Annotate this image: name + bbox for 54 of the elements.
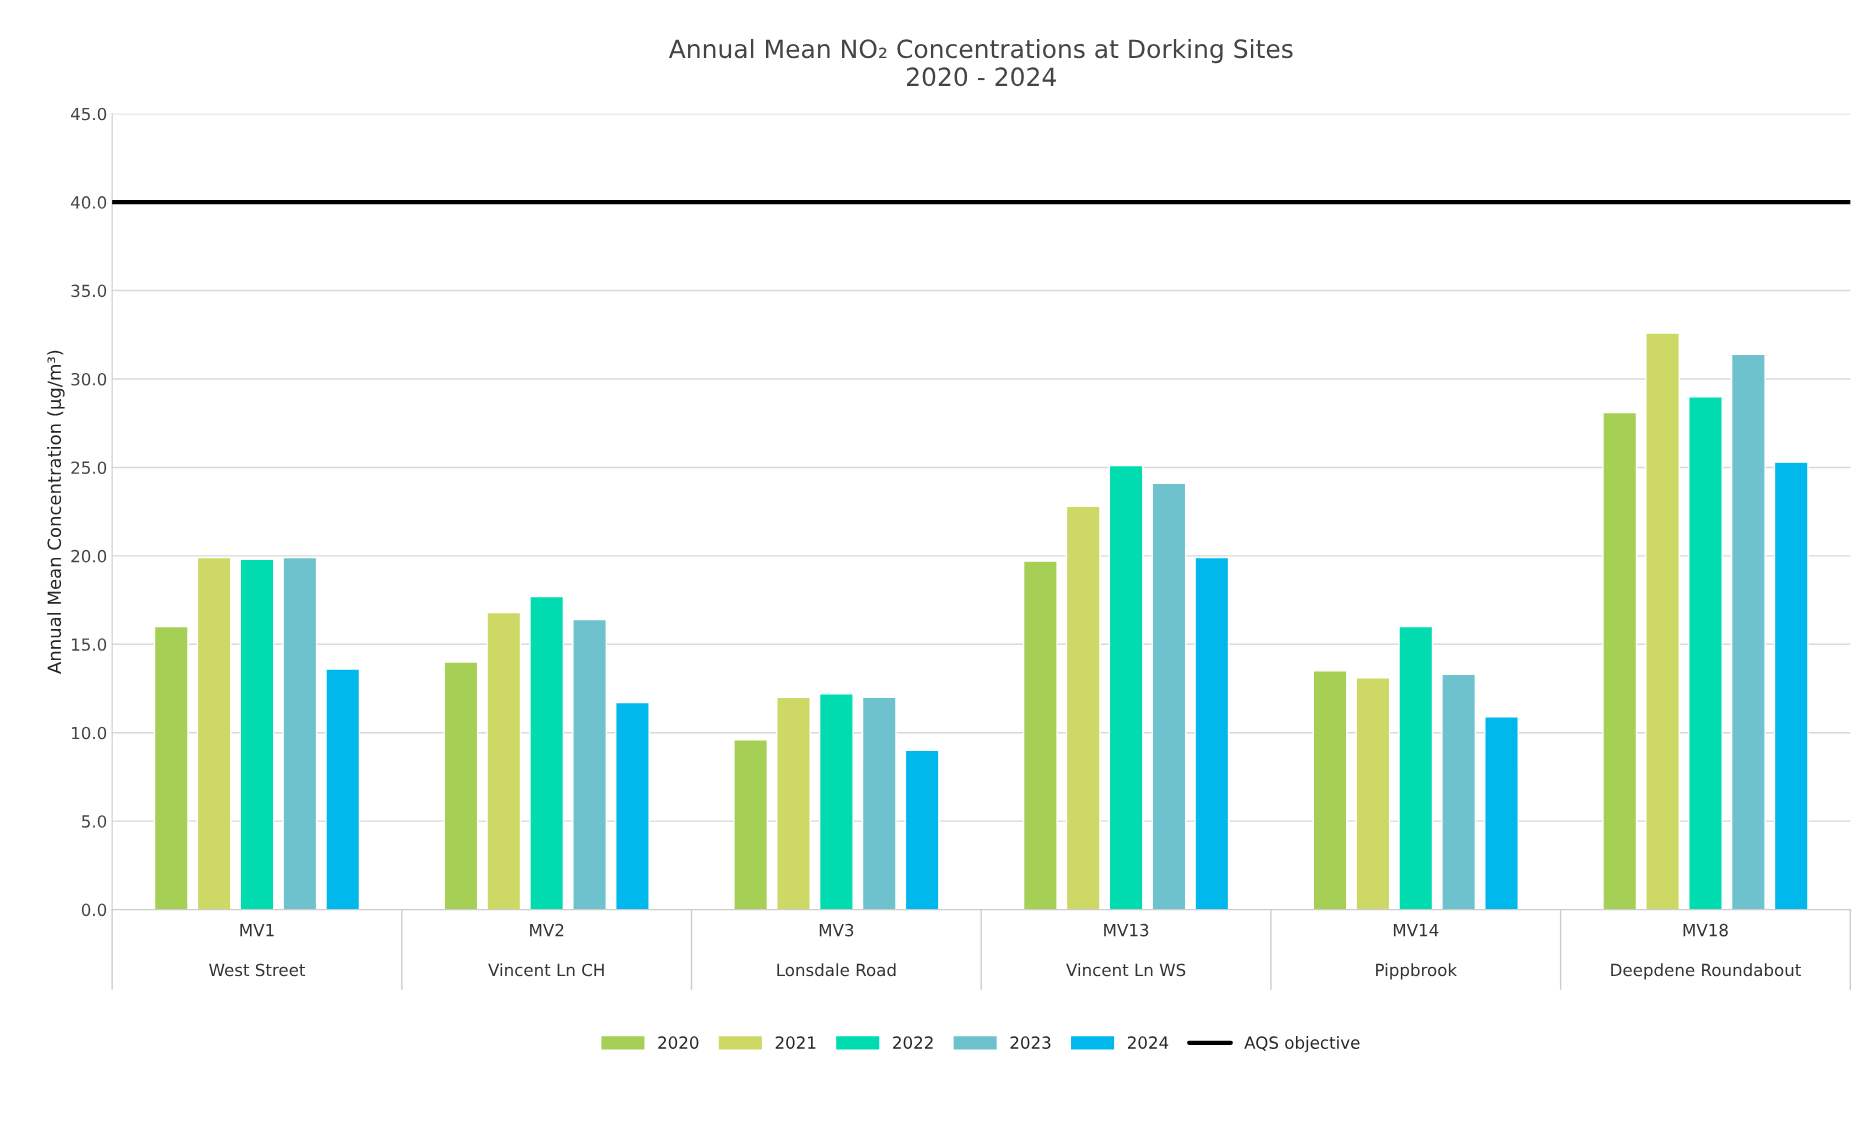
y-tick-label: 5.0 [82,815,107,828]
bar [615,701,650,910]
category-label: MV3 Lonsdale Road [777,923,896,977]
bar [818,693,854,910]
y-tick-label: 45.0 [70,107,107,121]
legend-label: 2023 [1010,1036,1051,1049]
bar [529,595,565,910]
bar [1688,395,1723,910]
bar [153,625,189,910]
bar [1773,461,1809,910]
y-tick-label: 15.0 [72,638,107,651]
chart-title: Annual Mean NO₂ Concentrations at Dorking Sites 2020 - 2024 [668,38,1293,87]
legend-label: 2024 [1127,1036,1169,1049]
bar [1645,332,1681,910]
bar [1194,556,1230,910]
y-tick-label: 40.0 [70,196,107,209]
category-label: MV1 West Street [209,924,306,977]
bar [572,618,607,910]
bar [1730,353,1766,910]
bar [486,611,522,910]
legend-label: 2020 [658,1036,699,1049]
bar [325,668,361,910]
bar [1065,505,1101,910]
bar [1108,464,1144,910]
bar [776,696,811,910]
bar [1022,560,1058,910]
legend-label: AQS objective [1244,1036,1360,1053]
category-label: MV2 Vincent Ln CH [488,923,604,977]
bar [1484,716,1519,910]
bar [1602,411,1638,910]
bar [1355,677,1391,910]
bar [282,556,318,910]
legend-label: 2022 [893,1036,933,1049]
bar [861,696,897,910]
bar [1441,673,1477,910]
y-tick-label: 35.0 [71,284,107,298]
y-tick-label: 30.0 [71,372,107,386]
bar [239,558,275,910]
y-tick-label: 10.0 [72,726,107,740]
bar [733,739,769,910]
y-tick-label: 25.0 [71,461,107,474]
category-label: MV18 Deepdene Roundabout [1611,923,1801,980]
bar [443,661,479,910]
category-label: MV13 Vincent Ln WS [1066,923,1186,977]
category-label: MV14 Pippbrook [1376,924,1457,980]
y-tick-label: 20.0 [71,549,107,563]
bar [904,749,940,910]
legend-label: 2021 [775,1036,816,1049]
y-tick-label: 0.0 [81,903,107,917]
bar [1398,625,1434,910]
bar [196,556,232,910]
bar [1312,670,1348,910]
y-axis-title: Annual Mean Concentration (µg/m³) [47,350,65,674]
bar [1151,482,1187,910]
